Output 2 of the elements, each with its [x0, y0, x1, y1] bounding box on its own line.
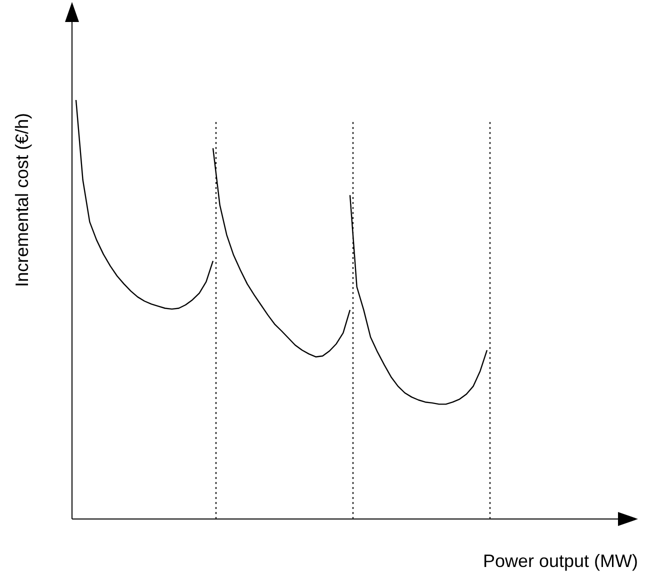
y-axis-title: Incremental cost (€/h) [12, 112, 32, 288]
x-axis-title: Power output (MW) [482, 551, 638, 571]
